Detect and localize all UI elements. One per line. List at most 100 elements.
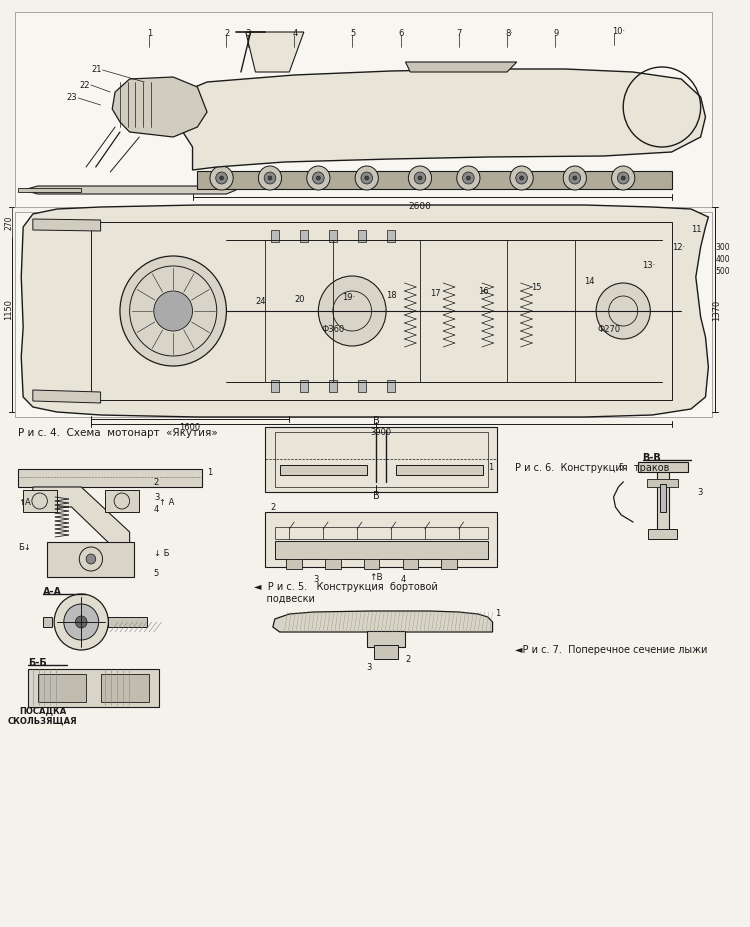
Text: 17: 17 bbox=[430, 289, 440, 298]
Text: 3: 3 bbox=[314, 575, 319, 584]
Text: ↑ A: ↑ A bbox=[159, 498, 174, 507]
Bar bbox=[23, 490, 57, 513]
Bar bbox=[106, 490, 140, 513]
Bar bbox=[265, 513, 497, 567]
Circle shape bbox=[466, 177, 470, 181]
Circle shape bbox=[364, 177, 369, 181]
Circle shape bbox=[258, 167, 281, 191]
Text: 13·: 13· bbox=[643, 260, 656, 269]
Bar bbox=[197, 171, 671, 190]
Bar bbox=[326, 559, 340, 569]
Text: 11: 11 bbox=[691, 225, 701, 235]
Circle shape bbox=[216, 172, 227, 184]
Polygon shape bbox=[178, 70, 706, 171]
Text: 2600: 2600 bbox=[409, 202, 431, 210]
Circle shape bbox=[356, 167, 378, 191]
Circle shape bbox=[510, 167, 533, 191]
Text: 19·: 19· bbox=[343, 293, 355, 302]
Text: В: В bbox=[373, 415, 380, 425]
Text: 23: 23 bbox=[67, 94, 77, 102]
Text: ПОСАДКА
СКОЛЬЗЯЩАЯ: ПОСАДКА СКОЛЬЗЯЩАЯ bbox=[8, 705, 77, 725]
Bar bbox=[43, 617, 52, 628]
Text: 8·: 8· bbox=[506, 29, 513, 37]
Text: 500: 500 bbox=[716, 267, 730, 276]
Text: 1: 1 bbox=[488, 463, 493, 472]
Polygon shape bbox=[33, 390, 101, 403]
Text: 4: 4 bbox=[400, 575, 406, 584]
Polygon shape bbox=[21, 206, 709, 417]
Circle shape bbox=[54, 594, 108, 651]
Circle shape bbox=[520, 177, 524, 181]
Text: ◄  Р и с. 5.   Конструкция  бортовой
    подвески: ◄ Р и с. 5. Конструкция бортовой подвеск… bbox=[254, 581, 437, 603]
Text: 18: 18 bbox=[386, 291, 397, 300]
Bar bbox=[657, 467, 669, 538]
Bar bbox=[638, 463, 688, 473]
Text: 4: 4 bbox=[292, 29, 298, 37]
Text: ↑A: ↑A bbox=[18, 498, 31, 507]
Bar bbox=[403, 559, 418, 569]
Circle shape bbox=[569, 172, 580, 184]
Circle shape bbox=[307, 167, 330, 191]
Bar bbox=[274, 541, 488, 559]
Polygon shape bbox=[246, 33, 304, 73]
Polygon shape bbox=[33, 488, 130, 550]
Text: 14: 14 bbox=[584, 277, 595, 286]
Text: 2: 2 bbox=[154, 478, 159, 487]
Circle shape bbox=[220, 177, 224, 181]
Circle shape bbox=[210, 167, 233, 191]
Bar bbox=[16, 213, 712, 417]
Bar bbox=[4, 438, 730, 927]
Text: Б-Б: Б-Б bbox=[28, 657, 46, 667]
Bar bbox=[364, 559, 380, 569]
Polygon shape bbox=[18, 189, 81, 193]
Text: 2: 2 bbox=[224, 29, 230, 37]
Text: ◄Р и с. 7.  Поперечное сечение лыжи: ◄Р и с. 7. Поперечное сечение лыжи bbox=[514, 644, 707, 654]
Text: 1370: 1370 bbox=[712, 299, 722, 321]
Polygon shape bbox=[112, 78, 207, 138]
Bar bbox=[108, 617, 147, 628]
Bar bbox=[280, 465, 367, 476]
Bar bbox=[47, 542, 134, 578]
Text: 12·: 12· bbox=[671, 243, 685, 252]
Text: Ф360: Ф360 bbox=[321, 325, 344, 334]
Circle shape bbox=[154, 292, 193, 332]
Bar bbox=[18, 469, 203, 488]
Bar bbox=[286, 559, 302, 569]
Circle shape bbox=[457, 167, 480, 191]
Text: 9: 9 bbox=[554, 29, 559, 37]
Circle shape bbox=[64, 604, 99, 641]
Circle shape bbox=[318, 276, 386, 347]
Bar bbox=[387, 381, 394, 392]
Circle shape bbox=[86, 554, 96, 565]
Text: 15: 15 bbox=[531, 283, 542, 292]
Text: 22: 22 bbox=[80, 81, 90, 89]
Text: 400: 400 bbox=[716, 255, 730, 264]
Circle shape bbox=[316, 177, 320, 181]
Circle shape bbox=[463, 172, 474, 184]
Text: ↓ Б: ↓ Б bbox=[154, 548, 170, 557]
Text: Б↓: Б↓ bbox=[18, 543, 32, 552]
Text: 3900: 3900 bbox=[370, 427, 392, 437]
Circle shape bbox=[120, 257, 226, 366]
Text: 270: 270 bbox=[4, 215, 13, 230]
Circle shape bbox=[573, 177, 577, 181]
Circle shape bbox=[418, 177, 422, 181]
Bar bbox=[329, 381, 337, 392]
Text: Ф270: Ф270 bbox=[597, 325, 620, 334]
Circle shape bbox=[621, 177, 626, 181]
Circle shape bbox=[617, 172, 629, 184]
Bar bbox=[367, 631, 406, 647]
Text: 1600: 1600 bbox=[179, 423, 200, 432]
Text: 24: 24 bbox=[256, 298, 266, 306]
Text: 1: 1 bbox=[207, 468, 212, 477]
Text: 1: 1 bbox=[147, 29, 152, 37]
Text: 5: 5 bbox=[350, 29, 355, 37]
Bar bbox=[649, 529, 677, 540]
Circle shape bbox=[408, 167, 431, 191]
Bar bbox=[358, 231, 366, 243]
Text: 4: 4 bbox=[154, 505, 159, 514]
Bar bbox=[329, 231, 337, 243]
Bar bbox=[358, 381, 366, 392]
Text: 10·: 10· bbox=[611, 27, 625, 35]
Polygon shape bbox=[273, 611, 493, 632]
